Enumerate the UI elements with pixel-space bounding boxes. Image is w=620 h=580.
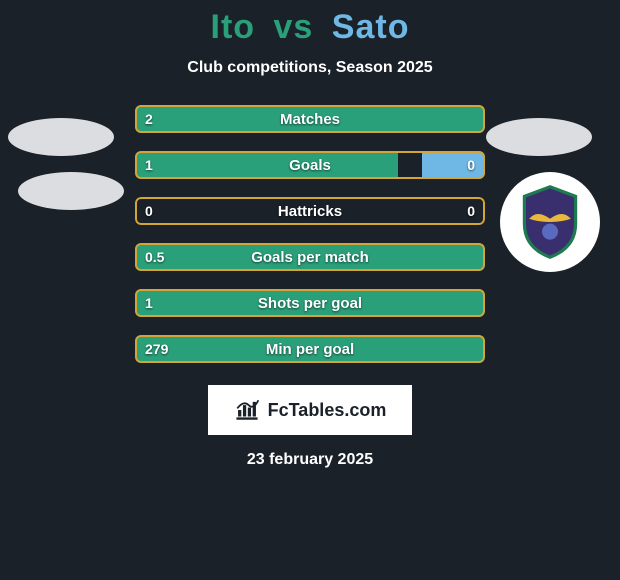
stat-label: Goals xyxy=(135,151,485,179)
stat-label: Min per goal xyxy=(135,335,485,363)
stat-label: Goals per match xyxy=(135,243,485,271)
stat-row: 2Matches xyxy=(135,105,485,133)
stat-row: 279Min per goal xyxy=(135,335,485,363)
crest-icon xyxy=(510,182,590,262)
player1-club-placeholder xyxy=(18,172,124,210)
stat-label: Matches xyxy=(135,105,485,133)
stat-row: 1Shots per goal xyxy=(135,289,485,317)
stat-label: Shots per goal xyxy=(135,289,485,317)
footer-date: 23 february 2025 xyxy=(0,451,620,469)
logo-chart-icon xyxy=(234,397,260,423)
player1-name: Ito xyxy=(211,8,256,46)
player2-name: Sato xyxy=(332,8,410,46)
player1-avatar-placeholder xyxy=(8,118,114,156)
player2-club-crest xyxy=(500,172,600,272)
fctables-logo: FcTables.com xyxy=(208,385,412,435)
subtitle: Club competitions, Season 2025 xyxy=(0,59,620,77)
vs-text: vs xyxy=(274,8,314,46)
comparison-title: Ito vs Sato xyxy=(0,0,620,47)
stat-label: Hattricks xyxy=(135,197,485,225)
player2-avatar-placeholder xyxy=(486,118,592,156)
stat-row: 10Goals xyxy=(135,151,485,179)
stat-row: 0.5Goals per match xyxy=(135,243,485,271)
logo-text: FcTables.com xyxy=(268,400,387,421)
stat-row: 00Hattricks xyxy=(135,197,485,225)
